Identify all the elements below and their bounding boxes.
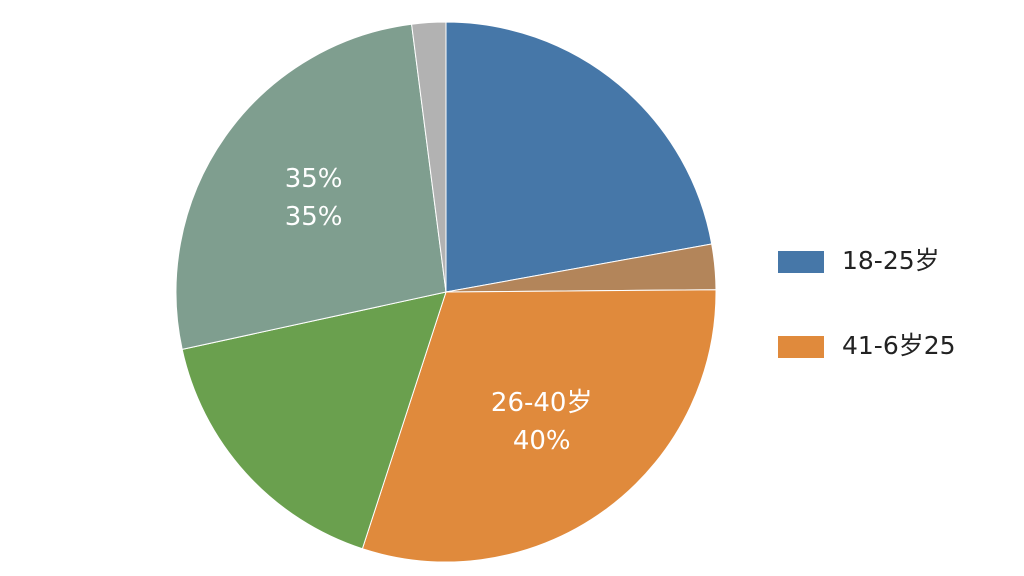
- legend-label: 41-6岁25: [842, 331, 956, 360]
- legend-swatch: [778, 251, 824, 273]
- slice-category: 35%: [285, 164, 343, 194]
- legend-label: 18-25岁: [842, 246, 940, 275]
- slice-category: 26-40岁: [491, 388, 593, 418]
- pie-slice: [411, 21, 447, 293]
- legend-swatch: [778, 336, 824, 358]
- slice-value-label: 35%: [285, 202, 343, 232]
- slice-value-label: 40%: [513, 426, 571, 456]
- pie-slice: [175, 23, 447, 351]
- pie-slice: [181, 291, 447, 550]
- pie-slice: [445, 21, 713, 293]
- pie-slice: [361, 289, 717, 563]
